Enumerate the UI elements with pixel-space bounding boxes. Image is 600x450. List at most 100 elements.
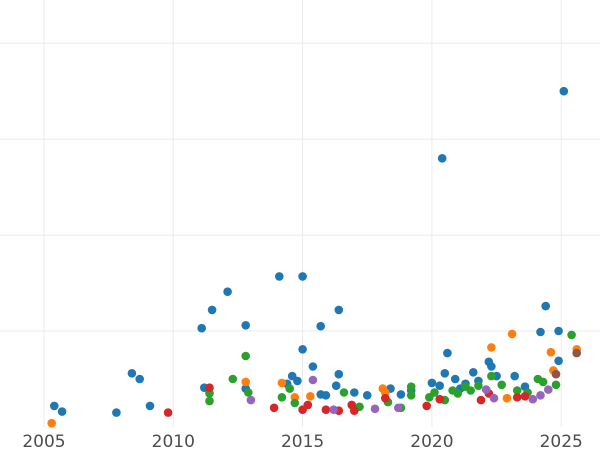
data-point bbox=[559, 86, 569, 96]
data-point bbox=[269, 403, 279, 413]
data-point bbox=[112, 408, 121, 417]
data-point bbox=[350, 406, 359, 416]
data-point bbox=[546, 347, 556, 357]
data-point bbox=[275, 272, 284, 281]
data-point bbox=[536, 391, 545, 400]
data-point bbox=[487, 371, 496, 381]
data-point bbox=[241, 351, 250, 361]
data-point bbox=[50, 401, 59, 411]
data-point bbox=[321, 405, 331, 415]
grid-layer bbox=[0, 0, 600, 427]
data-point bbox=[334, 305, 344, 315]
data-point bbox=[241, 377, 250, 387]
data-point bbox=[298, 345, 307, 354]
data-point bbox=[554, 326, 563, 336]
data-point bbox=[437, 154, 447, 163]
data-point bbox=[127, 369, 137, 378]
data-point bbox=[512, 393, 522, 402]
data-point bbox=[474, 381, 483, 391]
data-point bbox=[538, 377, 548, 387]
data-point bbox=[145, 401, 155, 411]
data-point bbox=[394, 403, 403, 413]
data-point bbox=[422, 401, 432, 411]
series-group bbox=[551, 348, 581, 379]
data-point bbox=[476, 395, 486, 405]
data-point bbox=[489, 393, 499, 403]
data-point bbox=[362, 391, 372, 400]
data-point bbox=[57, 407, 67, 416]
data-point bbox=[205, 383, 214, 393]
data-point bbox=[246, 395, 256, 405]
data-point bbox=[536, 327, 545, 337]
data-point bbox=[502, 393, 512, 403]
series-group bbox=[205, 330, 576, 413]
data-point bbox=[241, 321, 250, 330]
data-point bbox=[512, 386, 522, 395]
data-point bbox=[306, 392, 315, 401]
data-point bbox=[466, 386, 476, 395]
data-point bbox=[440, 369, 450, 378]
data-point bbox=[406, 391, 416, 400]
data-point bbox=[223, 287, 232, 297]
data-point bbox=[469, 368, 478, 377]
data-point bbox=[487, 343, 496, 352]
data-point bbox=[290, 398, 300, 408]
data-point bbox=[435, 394, 445, 404]
data-point bbox=[450, 374, 460, 384]
data-point bbox=[163, 408, 173, 417]
data-point bbox=[381, 393, 390, 403]
data-point bbox=[481, 385, 491, 394]
data-point bbox=[207, 305, 217, 315]
data-point bbox=[435, 381, 445, 391]
data-point bbox=[228, 374, 238, 384]
data-point bbox=[544, 385, 553, 394]
data-point bbox=[47, 418, 56, 428]
data-point bbox=[453, 389, 463, 398]
data-point bbox=[329, 405, 338, 415]
data-point bbox=[510, 371, 519, 381]
data-point bbox=[316, 321, 326, 331]
x-tick-label: 2005 bbox=[22, 432, 65, 450]
data-point bbox=[293, 376, 302, 386]
x-axis-ticks: 2005 2010 2015 2020 2025 bbox=[22, 432, 582, 450]
points-layer bbox=[47, 86, 581, 428]
series-group bbox=[246, 375, 553, 415]
data-point bbox=[443, 348, 452, 358]
data-point bbox=[572, 348, 581, 358]
data-point bbox=[285, 384, 295, 393]
series-group bbox=[163, 383, 530, 417]
data-point bbox=[497, 380, 507, 390]
data-point bbox=[487, 362, 496, 371]
data-point bbox=[370, 404, 380, 414]
data-point bbox=[308, 375, 318, 385]
data-point bbox=[554, 356, 563, 366]
series-group bbox=[50, 86, 569, 417]
data-point bbox=[339, 388, 349, 397]
data-point bbox=[334, 369, 344, 379]
data-point bbox=[551, 380, 561, 390]
data-point bbox=[350, 388, 359, 397]
data-point bbox=[205, 396, 214, 406]
data-point bbox=[567, 330, 576, 340]
data-point bbox=[427, 378, 437, 388]
data-point bbox=[551, 369, 561, 379]
x-tick-label: 2010 bbox=[152, 432, 195, 450]
data-point bbox=[541, 301, 550, 311]
data-point bbox=[197, 323, 206, 333]
data-point bbox=[507, 329, 517, 339]
data-point bbox=[298, 272, 307, 281]
data-point bbox=[406, 382, 416, 392]
data-point bbox=[244, 388, 253, 397]
data-point bbox=[277, 378, 287, 388]
data-point bbox=[303, 400, 313, 410]
data-point bbox=[308, 362, 318, 371]
x-tick-label: 2020 bbox=[410, 432, 453, 450]
data-point bbox=[520, 392, 530, 401]
data-point bbox=[331, 381, 341, 391]
data-point bbox=[396, 390, 406, 399]
data-point bbox=[321, 391, 331, 400]
data-point bbox=[277, 393, 287, 402]
x-tick-label: 2025 bbox=[540, 432, 583, 450]
data-point bbox=[528, 394, 538, 404]
